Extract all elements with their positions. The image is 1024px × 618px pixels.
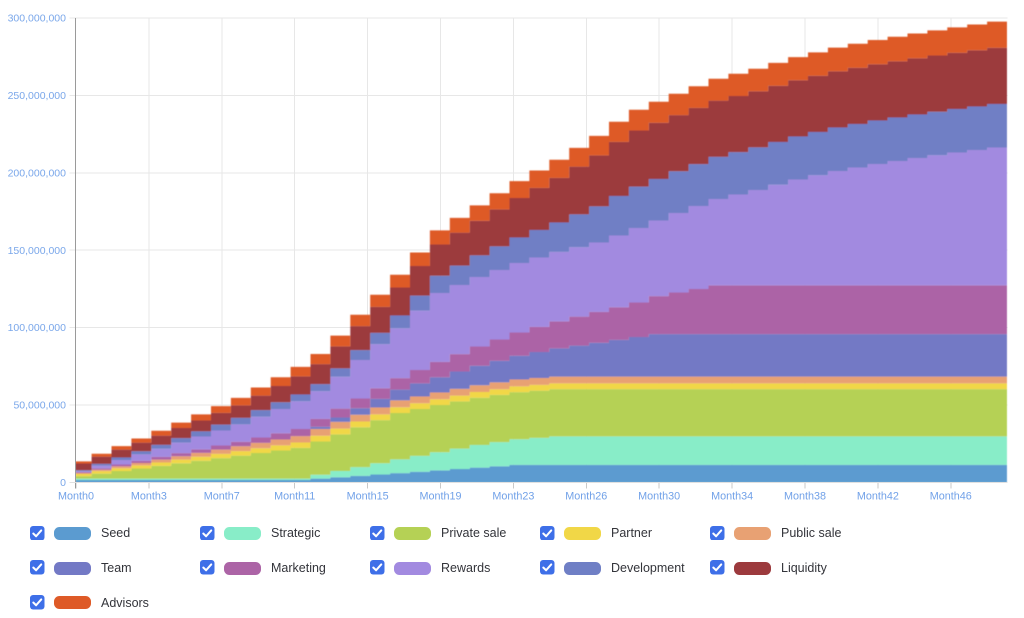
svg-text:150,000,000: 150,000,000 <box>8 245 67 257</box>
svg-text:Month34: Month34 <box>711 491 753 503</box>
svg-text:Month15: Month15 <box>347 491 389 503</box>
svg-text:Month46: Month46 <box>930 491 972 503</box>
svg-text:50,000,000: 50,000,000 <box>13 400 66 412</box>
svg-text:Month30: Month30 <box>638 491 680 503</box>
svg-text:Month11: Month11 <box>274 491 315 503</box>
svg-text:200,000,000: 200,000,000 <box>8 167 67 179</box>
svg-text:Month19: Month19 <box>419 491 461 503</box>
svg-text:Month42: Month42 <box>857 491 899 503</box>
svg-text:100,000,000: 100,000,000 <box>8 322 67 334</box>
svg-text:Month0: Month0 <box>58 491 94 503</box>
svg-text:300,000,000: 300,000,000 <box>8 13 67 25</box>
svg-text:Month26: Month26 <box>565 491 607 503</box>
svg-text:Month23: Month23 <box>492 491 534 503</box>
svg-text:Month38: Month38 <box>784 491 826 503</box>
svg-text:Month3: Month3 <box>131 491 167 503</box>
svg-text:250,000,000: 250,000,000 <box>8 90 67 102</box>
svg-text:0: 0 <box>60 477 66 489</box>
svg-text:Month7: Month7 <box>204 491 240 503</box>
